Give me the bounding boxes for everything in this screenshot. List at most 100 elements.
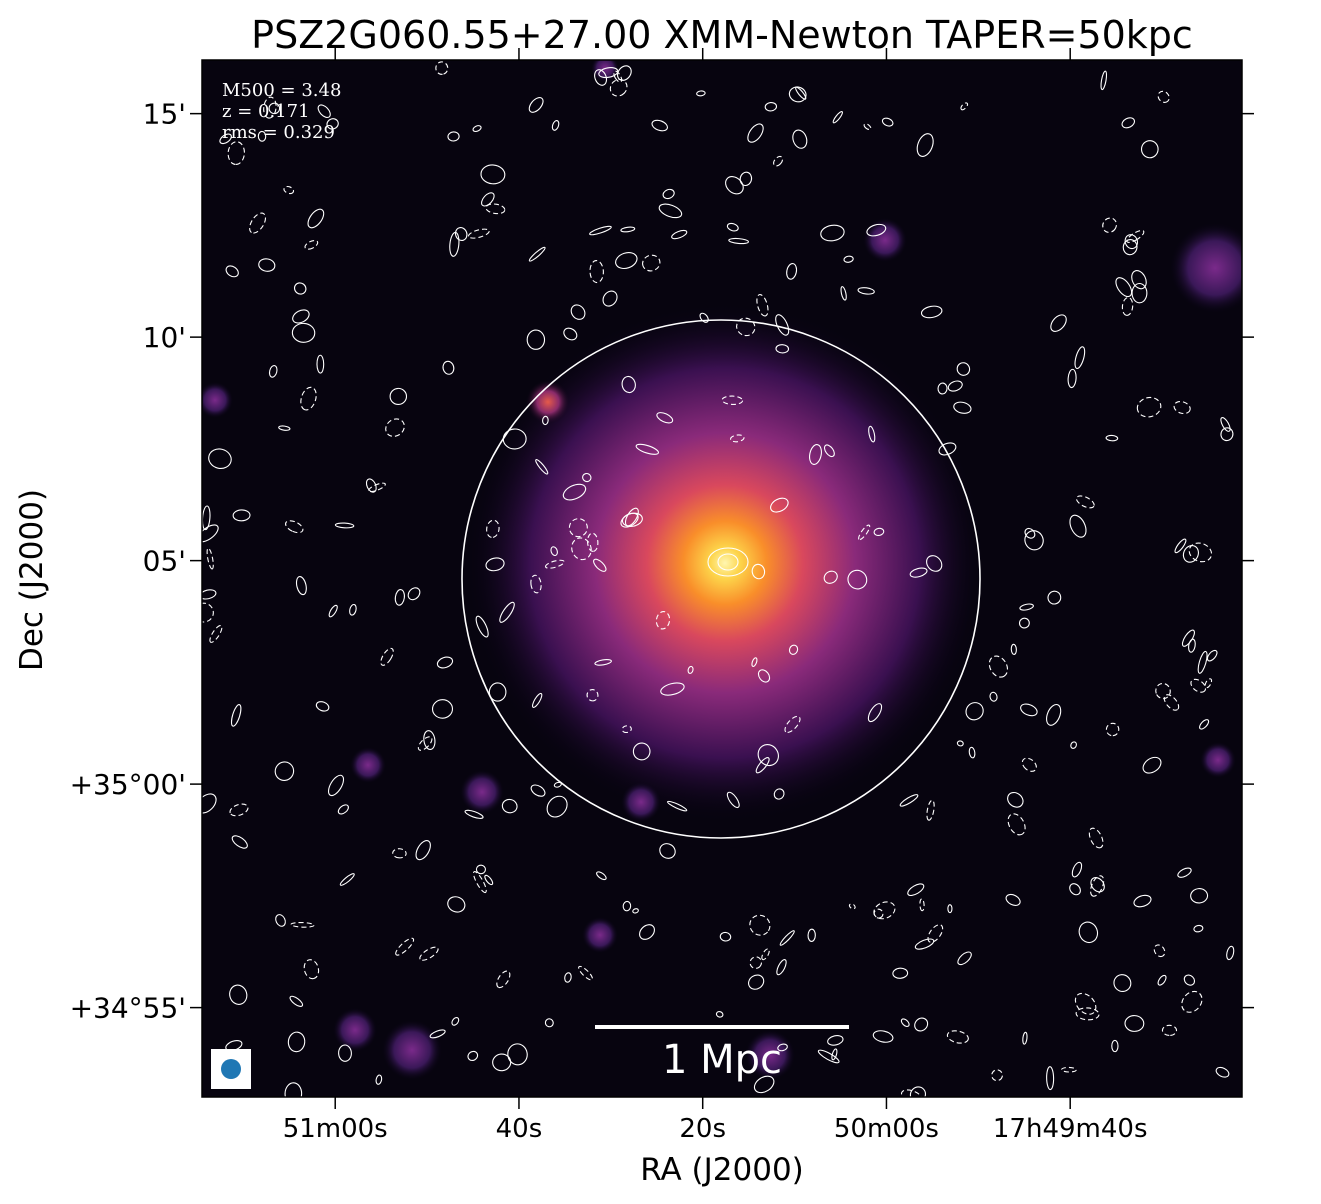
- contour: [1088, 827, 1104, 849]
- contour: [315, 701, 330, 712]
- contour: [431, 699, 454, 719]
- contour: [621, 512, 643, 527]
- contour: [589, 260, 604, 284]
- contour: [291, 322, 316, 343]
- contour: [667, 800, 688, 812]
- contour: [268, 102, 281, 115]
- contour: [447, 131, 460, 142]
- contour: [206, 547, 214, 570]
- beam: [221, 1059, 241, 1079]
- contour: [415, 840, 431, 861]
- contour: [1153, 944, 1166, 958]
- contour: [542, 415, 549, 426]
- contour: [1182, 545, 1199, 563]
- y-tick-label: 10': [143, 321, 186, 354]
- contour: [550, 546, 558, 557]
- contour: [481, 192, 495, 207]
- contour: [728, 237, 749, 245]
- contour: [621, 375, 636, 394]
- contour: [847, 569, 868, 590]
- contour: [563, 327, 578, 341]
- contour: [1069, 514, 1087, 538]
- contour: [454, 227, 468, 242]
- contour: [687, 665, 694, 674]
- contour: [807, 928, 816, 942]
- contour: [530, 574, 542, 594]
- contour: [290, 921, 315, 928]
- x-tick-label: 50m00s: [834, 1114, 939, 1144]
- contour: [1181, 629, 1195, 647]
- contour: [334, 522, 355, 529]
- contour: [1090, 875, 1105, 897]
- contour: [1071, 861, 1083, 878]
- contour: [289, 995, 304, 1007]
- contour: [717, 553, 739, 571]
- contour: [1100, 70, 1108, 91]
- contour: [1019, 603, 1034, 611]
- contour: [486, 519, 500, 538]
- x-tick-label: 40s: [496, 1114, 543, 1144]
- contour: [528, 97, 544, 113]
- contour: [920, 305, 943, 319]
- contour: [464, 809, 484, 819]
- contour: [1161, 1024, 1178, 1037]
- contour: [568, 518, 588, 538]
- contour: [1220, 427, 1234, 442]
- contour: [1173, 401, 1191, 415]
- contour: [219, 133, 232, 145]
- contour: [620, 226, 636, 233]
- contour: [328, 604, 338, 618]
- x-axis-label: RA (J2000): [640, 1152, 804, 1188]
- contour: [526, 329, 546, 350]
- contour: [375, 1074, 383, 1085]
- contour: [202, 602, 214, 623]
- contour: [423, 730, 436, 751]
- contour: [467, 1050, 479, 1061]
- y-tick-label: 05': [143, 545, 186, 578]
- contour: [662, 188, 675, 200]
- contour: [907, 883, 925, 897]
- contour: [1090, 877, 1105, 893]
- contour: [1105, 434, 1119, 442]
- contour: [1133, 894, 1152, 908]
- contour: [989, 691, 998, 702]
- y-tick-label: 15': [143, 98, 186, 131]
- contour: [1155, 682, 1171, 700]
- contour: [316, 354, 325, 374]
- contour: [380, 647, 394, 666]
- contour: [946, 1030, 969, 1044]
- contour: [1102, 217, 1117, 233]
- contour: [544, 559, 565, 569]
- contour: [1018, 617, 1030, 629]
- contour: [551, 120, 560, 131]
- contour: [1163, 694, 1180, 711]
- contour: [863, 123, 872, 131]
- contour: [1105, 722, 1120, 737]
- contour: [1177, 867, 1192, 878]
- contour: [1181, 990, 1203, 1013]
- x-tick-label: 20s: [679, 1114, 726, 1144]
- contour: [451, 1017, 460, 1026]
- contour: [598, 67, 619, 79]
- contour: [840, 286, 847, 301]
- contour: [755, 757, 770, 774]
- contour: [1126, 229, 1145, 243]
- contour: [484, 874, 494, 886]
- sky-image: 1 Mpc M500 = 3.48 z = 0.171 rms = 0.329: [202, 60, 1242, 1097]
- contour: [1046, 703, 1062, 726]
- contour: [472, 871, 487, 894]
- contour: [843, 255, 854, 263]
- contour: [753, 1075, 775, 1094]
- contour: [739, 171, 753, 187]
- contour: [1204, 678, 1213, 689]
- contour: [225, 265, 239, 278]
- contour: [582, 472, 592, 483]
- contour: [338, 1044, 352, 1062]
- cluster-emission: [465, 303, 985, 823]
- contour: [535, 459, 549, 475]
- source: [350, 747, 386, 783]
- contour: [602, 290, 618, 307]
- contour: [1157, 90, 1170, 103]
- contour: [528, 246, 546, 262]
- contour: [777, 1043, 788, 1052]
